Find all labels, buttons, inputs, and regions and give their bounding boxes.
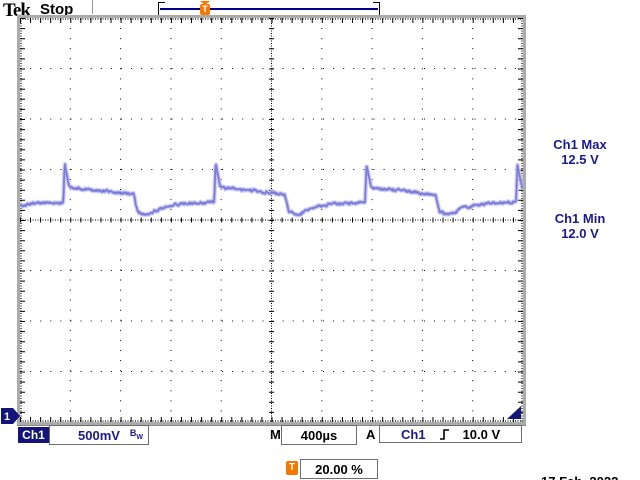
header-divider [92, 0, 93, 14]
trigger-level: 10.0 V [462, 426, 501, 442]
trigger-mode-label: A [366, 427, 376, 442]
vertical-scale-value: 500mV [78, 427, 120, 443]
timebase-label: M [270, 427, 281, 442]
ch1-trace [19, 163, 524, 216]
measurement-value: 12.0 V [561, 226, 599, 241]
trigger-position-readout: 20.00 % [300, 459, 378, 479]
measurement-label: Ch1 Max [553, 137, 607, 152]
channel-badge: Ch1 [18, 427, 49, 443]
timebase-readout: 400µs [281, 425, 357, 445]
date-value: 17 Feb 2022 [541, 474, 618, 480]
acquisition-status: Stop [40, 1, 74, 18]
trigger-source: Ch1 [401, 426, 426, 442]
vertical-scale-readout: 500mV BW [49, 425, 149, 445]
waveform-display [18, 18, 525, 422]
trigger-arrow-icon [200, 1, 210, 5]
channel-1-marker: 1 [1, 408, 20, 424]
rising-edge-icon [439, 428, 449, 440]
record-view-trigger-marker: T [198, 1, 212, 17]
trigger-readout: Ch1 10.0 V [379, 425, 522, 443]
datetime-readout: 17 Feb 2022 12:39:02 [541, 444, 618, 480]
measurement-ch1-max: Ch1 Max 12.5 V [530, 137, 630, 167]
measurement-label: Ch1 Min [554, 211, 606, 226]
trigger-level-indicator [507, 406, 521, 419]
measurement-value: 12.5 V [561, 152, 599, 167]
measurement-ch1-min: Ch1 Min 12.0 V [530, 211, 630, 241]
trigger-position-t-icon: T [286, 461, 298, 475]
record-view-bar: T [158, 1, 380, 17]
graticule-and-trace [18, 18, 525, 422]
bandwidth-limit-icon: BW [129, 428, 143, 441]
trigger-t-icon: T [200, 4, 210, 15]
record-view-line [160, 8, 378, 10]
channel-1-marker-label: 1 [4, 411, 10, 423]
